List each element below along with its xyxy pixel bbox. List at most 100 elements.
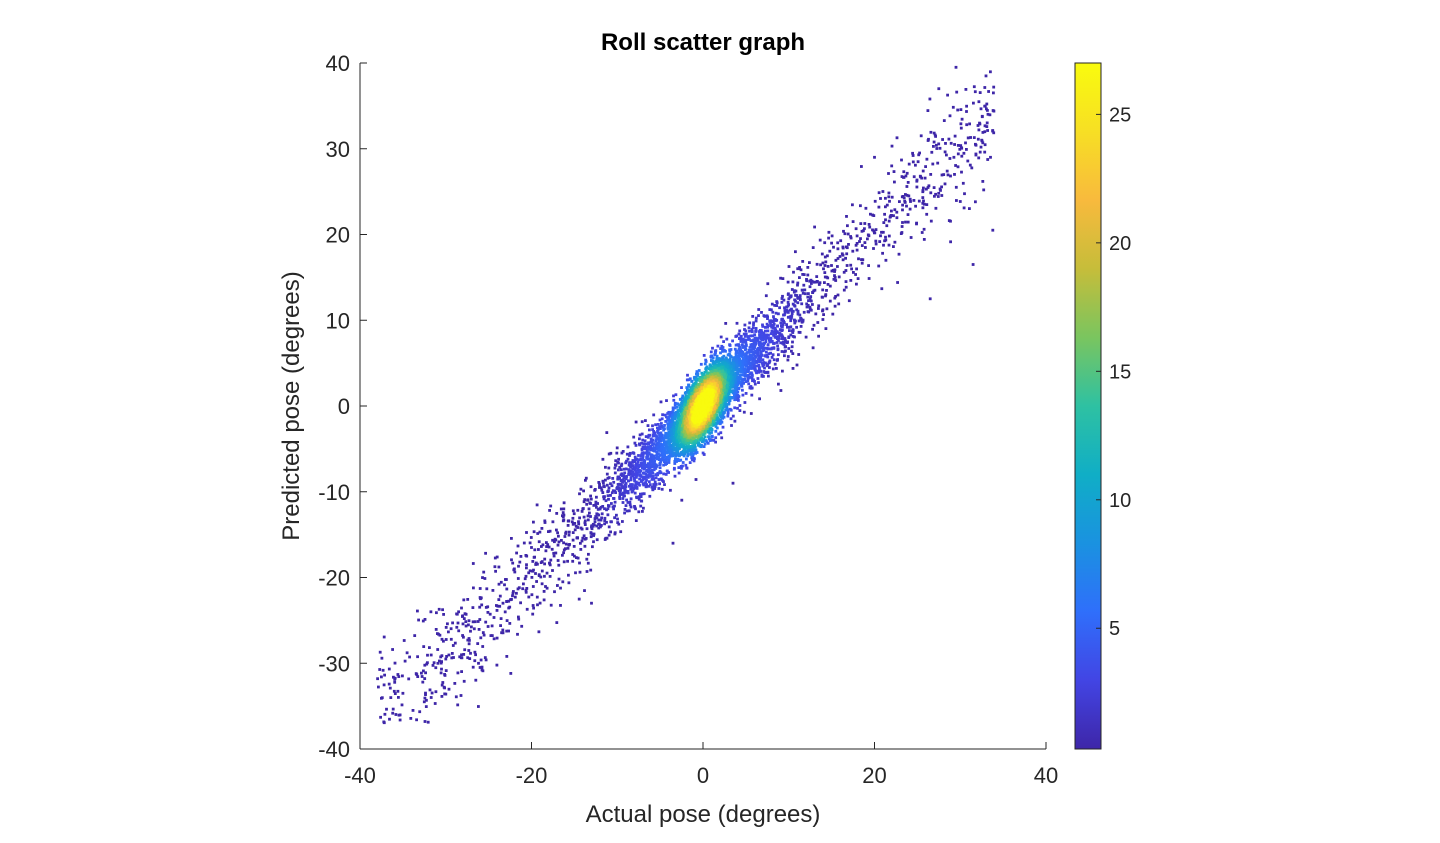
scatter-point <box>700 444 703 447</box>
scatter-point <box>822 313 825 316</box>
scatter-point <box>748 321 752 325</box>
scatter-point <box>637 497 641 501</box>
scatter-point <box>689 415 693 419</box>
scatter-point <box>735 376 738 380</box>
scatter-point <box>693 424 697 428</box>
scatter-point <box>577 522 581 526</box>
scatter-point <box>750 364 753 367</box>
scatter-point <box>762 343 766 347</box>
scatter-point <box>709 379 712 383</box>
scatter-point <box>716 376 719 380</box>
scatter-point <box>742 410 746 414</box>
scatter-point <box>733 398 737 402</box>
scatter-point <box>703 362 707 366</box>
scatter-point <box>811 346 815 350</box>
scatter-point <box>775 304 778 307</box>
scatter-point <box>717 432 721 436</box>
scatter-point <box>611 477 615 480</box>
scatter-point <box>798 313 802 317</box>
scatter-point <box>673 406 677 410</box>
scatter-point <box>712 367 715 371</box>
scatter-point <box>686 412 690 416</box>
scatter-point <box>748 337 751 341</box>
scatter-point <box>665 457 669 461</box>
scatter-point <box>605 483 609 487</box>
scatter-point <box>705 393 708 396</box>
scatter-point <box>685 396 689 399</box>
scatter-point <box>713 412 717 415</box>
scatter-point <box>603 519 607 522</box>
scatter-point <box>629 469 633 473</box>
scatter-point <box>604 499 608 503</box>
scatter-point <box>656 426 659 430</box>
scatter-point <box>689 431 692 435</box>
scatter-point <box>667 422 670 426</box>
scatter-point <box>680 444 684 447</box>
scatter-point <box>677 403 681 407</box>
scatter-point <box>675 430 678 434</box>
scatter-point <box>785 323 788 326</box>
scatter-point <box>711 346 714 350</box>
scatter-point <box>778 328 782 331</box>
scatter-point <box>666 412 670 415</box>
scatter-point <box>756 354 760 357</box>
scatter-point <box>673 459 677 463</box>
scatter-point <box>688 377 692 381</box>
scatter-point <box>744 380 748 383</box>
scatter-point <box>759 350 763 354</box>
scatter-point <box>654 434 658 438</box>
scatter-point <box>621 520 624 523</box>
scatter-point <box>742 340 745 344</box>
scatter-point <box>711 416 715 420</box>
scatter-point <box>670 429 674 433</box>
scatter-point <box>631 489 635 493</box>
scatter-point <box>727 392 730 396</box>
scatter-point <box>688 413 691 417</box>
scatter-point <box>791 367 795 370</box>
scatter-point <box>783 306 786 310</box>
scatter-point <box>756 352 760 356</box>
scatter-point <box>698 444 702 448</box>
scatter-point <box>667 458 671 462</box>
scatter-point <box>779 389 783 392</box>
scatter-point <box>795 325 798 329</box>
scatter-point <box>634 480 638 484</box>
scatter-point <box>734 371 738 375</box>
scatter-point <box>719 380 722 384</box>
scatter-point <box>701 430 704 433</box>
scatter-point <box>707 388 710 391</box>
scatter-point <box>660 454 663 457</box>
scatter-point <box>643 460 646 464</box>
scatter-point <box>698 417 701 420</box>
scatter-point <box>695 370 699 373</box>
scatter-point <box>737 399 740 402</box>
scatter-point <box>681 438 685 442</box>
scatter-point <box>667 417 671 420</box>
scatter-point <box>707 413 710 417</box>
scatter-point <box>688 389 692 393</box>
scatter-point <box>790 349 793 353</box>
scatter-point <box>817 283 821 286</box>
scatter-point <box>739 359 743 363</box>
scatter-point <box>592 540 595 544</box>
scatter-point <box>654 476 658 480</box>
scatter-point <box>666 427 670 431</box>
scatter-point <box>719 347 722 350</box>
scatter-point <box>753 333 757 337</box>
scatter-point <box>757 363 761 367</box>
scatter-point <box>703 435 707 439</box>
scatter-point <box>750 348 753 352</box>
scatter-point <box>634 457 638 461</box>
scatter-point <box>613 504 616 508</box>
scatter-point <box>631 474 634 478</box>
scatter-point <box>737 387 741 391</box>
scatter-point <box>780 329 784 332</box>
scatter-point <box>680 407 684 411</box>
scatter-point <box>685 466 689 470</box>
scatter-point <box>672 467 676 471</box>
scatter-point <box>719 378 722 382</box>
scatter-point <box>614 464 618 467</box>
scatter-point <box>680 386 683 389</box>
scatter-point <box>733 406 737 410</box>
scatter-point <box>692 416 696 420</box>
